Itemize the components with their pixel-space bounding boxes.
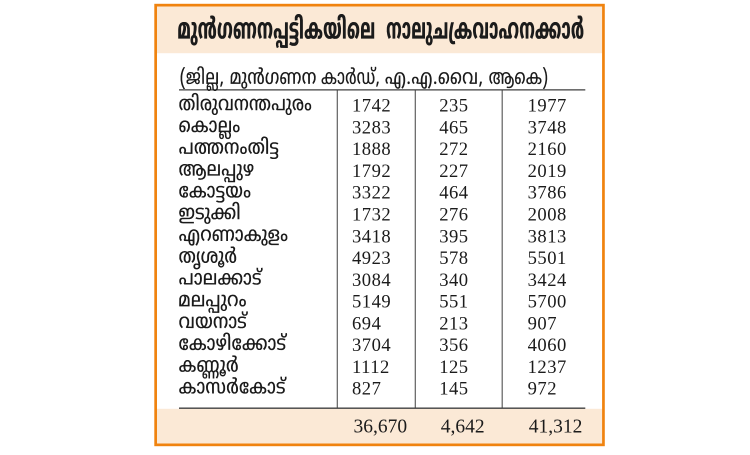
svg-text:213: 213 <box>439 313 468 334</box>
svg-text:4060: 4060 <box>528 335 567 356</box>
svg-text:1792: 1792 <box>352 161 391 182</box>
svg-text:1888: 1888 <box>352 139 391 160</box>
svg-text:1742: 1742 <box>352 96 391 117</box>
svg-text:3813: 3813 <box>528 226 567 247</box>
svg-text:3748: 3748 <box>528 117 567 138</box>
svg-text:395: 395 <box>439 226 468 247</box>
svg-text:227: 227 <box>439 161 468 182</box>
svg-text:3704: 3704 <box>352 335 391 356</box>
svg-text:465: 465 <box>439 117 468 138</box>
svg-text:125: 125 <box>439 357 468 378</box>
svg-text:3424: 3424 <box>528 270 567 291</box>
svg-text:827: 827 <box>352 379 381 400</box>
svg-text:1977: 1977 <box>528 96 567 117</box>
svg-text:464: 464 <box>439 183 468 204</box>
svg-text:36,670: 36,670 <box>354 417 408 438</box>
svg-text:972: 972 <box>528 379 557 400</box>
svg-text:551: 551 <box>439 292 468 313</box>
svg-text:145: 145 <box>439 379 468 400</box>
svg-text:5149: 5149 <box>352 292 391 313</box>
svg-text:5700: 5700 <box>528 292 567 313</box>
svg-text:3418: 3418 <box>352 226 391 247</box>
svg-text:272: 272 <box>439 139 468 160</box>
svg-text:3786: 3786 <box>528 183 567 204</box>
svg-text:1732: 1732 <box>352 205 391 226</box>
svg-text:1112: 1112 <box>352 357 390 378</box>
svg-text:3283: 3283 <box>352 117 391 138</box>
svg-text:694: 694 <box>352 313 381 334</box>
svg-text:4923: 4923 <box>352 248 391 269</box>
svg-text:1237: 1237 <box>528 357 567 378</box>
svg-text:276: 276 <box>439 205 468 226</box>
svg-text:340: 340 <box>439 270 468 291</box>
svg-text:356: 356 <box>439 335 468 356</box>
svg-text:3322: 3322 <box>352 183 391 204</box>
svg-text:578: 578 <box>439 248 468 269</box>
svg-text:2160: 2160 <box>528 139 567 160</box>
svg-text:235: 235 <box>439 96 468 117</box>
svg-text:5501: 5501 <box>528 248 567 269</box>
svg-text:3084: 3084 <box>352 270 391 291</box>
svg-text:2008: 2008 <box>528 205 567 226</box>
svg-text:907: 907 <box>528 313 557 334</box>
svg-text:4,642: 4,642 <box>441 417 485 438</box>
svg-text:41,312: 41,312 <box>529 417 583 438</box>
svg-text:2019: 2019 <box>528 161 567 182</box>
